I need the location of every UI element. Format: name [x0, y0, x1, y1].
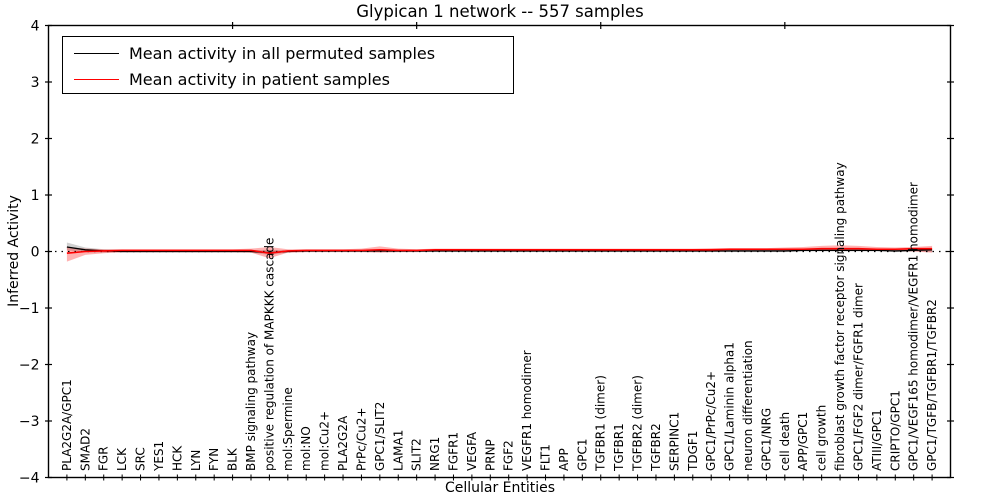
x-category-label: cell death	[778, 412, 792, 471]
y-tick-label: −1	[19, 301, 40, 317]
y-tick-label: 1	[31, 188, 40, 204]
x-category-label: YES1	[152, 441, 166, 472]
x-category-label: PLA2G2A	[336, 415, 350, 471]
x-category-label: GPC1/FGF2 dimer/FGFR1 dimer	[851, 283, 865, 471]
x-category-label: mol:Cu2+	[318, 411, 332, 471]
legend-line-permuted-icon	[74, 52, 119, 54]
x-category-label: GPC1/SLIT2	[373, 402, 387, 471]
x-category-label: FGFR1	[446, 432, 460, 471]
x-category-label: APP	[557, 448, 571, 471]
x-category-label: FYN	[207, 448, 221, 471]
y-tick-label: −3	[19, 414, 40, 430]
legend-label-patient: Mean activity in patient samples	[129, 69, 390, 89]
y-tick-label: 4	[31, 19, 40, 35]
x-category-label: GPC1/TGFB/TGFBR1/TGFBR2	[925, 299, 939, 471]
x-category-label: mol:Spermine	[281, 387, 295, 471]
x-category-label: mol:NO	[299, 426, 313, 471]
y-axis-label: Inferred Activity	[6, 195, 22, 307]
x-category-label: TGFBR1	[612, 423, 626, 472]
x-category-label: cell growth	[815, 405, 829, 471]
x-category-label: HCK	[170, 445, 184, 471]
x-category-label: VEGFR1 homodimer	[520, 350, 534, 471]
x-category-label: BMP signaling pathway	[244, 332, 258, 471]
x-category-label: BLK	[226, 447, 240, 471]
y-tick-label: −2	[19, 358, 40, 374]
legend-label-permuted: Mean activity in all permuted samples	[129, 43, 436, 63]
legend-entry-permuted: Mean activity in all permuted samples	[63, 40, 513, 66]
x-category-label: positive regulation of MAPKKK cascade	[262, 238, 276, 471]
x-category-label: TGFBR1 (dimer)	[594, 375, 608, 472]
x-category-label: SERPINC1	[667, 412, 681, 471]
permuted-line	[66, 246, 933, 254]
legend-line-patient-icon	[74, 78, 119, 80]
x-axis-label: Cellular Entities	[444, 480, 556, 496]
patient-band	[66, 245, 933, 262]
x-category-label: SRC	[134, 447, 148, 471]
x-category-label: fibroblast growth factor receptor signal…	[833, 162, 847, 471]
y-tick-label: 3	[31, 75, 40, 91]
x-category-label: TDGF1	[686, 431, 700, 472]
x-category-label: FGR	[97, 446, 111, 471]
x-category-label: GPC1/Laminin alpha1	[723, 342, 737, 471]
x-category-label: GPC1/PrPc/Cu2+	[704, 371, 718, 471]
x-category-label: VEGFA	[465, 431, 479, 471]
y-tick-label: 2	[31, 132, 40, 148]
legend: Mean activity in all permuted samples Me…	[62, 36, 514, 94]
x-category-label: TGFBR2	[649, 423, 663, 472]
patient-line	[66, 247, 933, 255]
x-category-label: ATIII/GPC1	[870, 409, 884, 471]
x-category-label: GPC1	[575, 438, 589, 471]
legend-entry-patient: Mean activity in patient samples	[63, 66, 513, 92]
y-tick-label: 0	[31, 245, 40, 261]
x-category-label: APP/GPC1	[796, 412, 810, 471]
x-category-label: LCK	[115, 447, 129, 471]
x-category-label: TGFBR2 (dimer)	[631, 375, 645, 472]
x-category-label: PRNP	[483, 439, 497, 471]
x-category-label: GPC1/NRG	[759, 408, 773, 471]
x-category-label: neuron differentiation	[741, 340, 755, 471]
x-category-label: GPC1/VEGF165 homodimer/VEGFR1 homodimer	[907, 182, 921, 471]
chart-title: Glypican 1 network -- 557 samples	[356, 2, 644, 21]
x-category-label: SLIT2	[410, 438, 424, 471]
x-category-label: PrPc/Cu2+	[354, 407, 368, 471]
x-category-label: SMAD2	[78, 428, 92, 471]
x-category-label: PLA2G2A/GPC1	[60, 379, 74, 471]
x-category-label: LYN	[189, 450, 203, 471]
x-category-label: LAMA1	[391, 430, 405, 471]
y-tick-label: −4	[19, 471, 40, 487]
x-category-label: FLT1	[539, 444, 553, 471]
x-category-label: CRIPTO/GPC1	[888, 390, 902, 471]
x-category-label: FGF2	[502, 440, 516, 471]
x-category-label: NRG1	[428, 437, 442, 471]
